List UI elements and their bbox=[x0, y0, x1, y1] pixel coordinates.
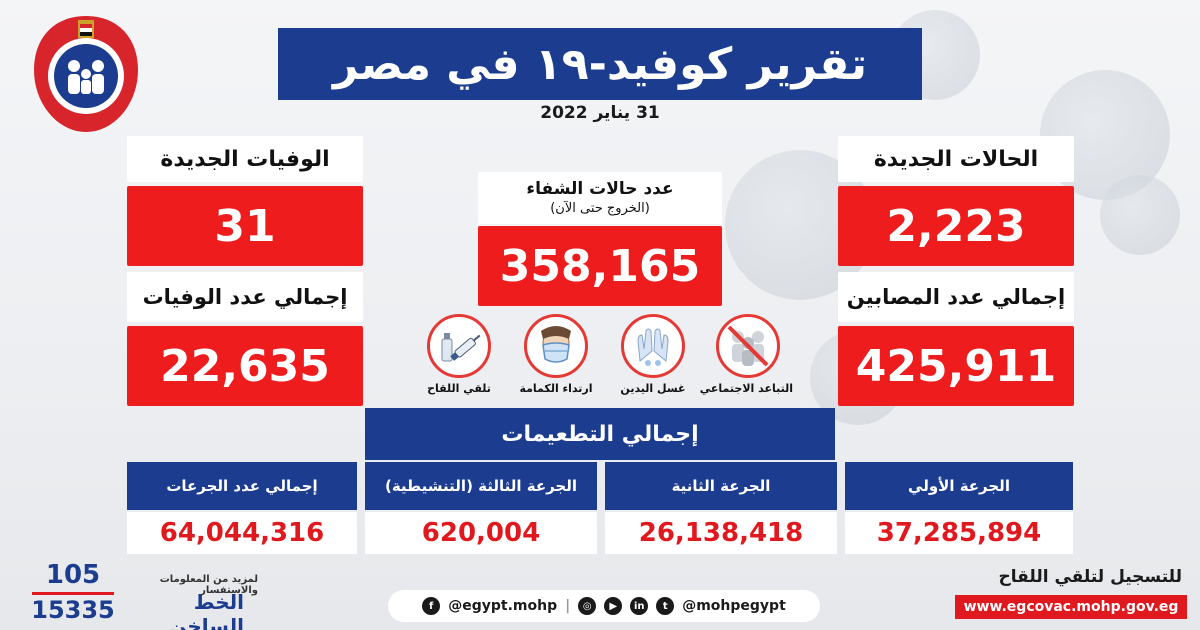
social-distancing-item: التباعد الاجتماعي bbox=[699, 314, 793, 395]
instagram-icon[interactable]: ◎ bbox=[578, 597, 597, 615]
third-dose-value: 620,004 bbox=[365, 512, 597, 554]
website-link[interactable]: www.egcovac.mohp.gov.eg bbox=[955, 595, 1187, 619]
first-dose-value: 37,285,894 bbox=[845, 512, 1073, 554]
new-deaths-label: الوفيات الجديدة bbox=[127, 136, 363, 182]
third-dose-label: الجرعة الثالثة (التنشيطية) bbox=[365, 462, 597, 510]
face-mask-icon bbox=[524, 314, 588, 378]
syringe-icon bbox=[427, 314, 491, 378]
report-date: 31 يناير 2022 bbox=[540, 103, 660, 123]
ministry-logo bbox=[30, 12, 142, 137]
social-bar: f @egypt.mohp | ◎ ▶ in t @mohpegypt bbox=[388, 590, 820, 622]
social-distancing-label: التباعد الاجتماعي bbox=[699, 382, 793, 395]
hand-washing-icon bbox=[621, 314, 685, 378]
total-doses-value: 64,044,316 bbox=[127, 512, 357, 554]
new-cases-label: الحالات الجديدة bbox=[838, 136, 1074, 182]
vaccine-label: تلقي اللقاح bbox=[427, 382, 491, 395]
recovered-value: 358,165 bbox=[478, 226, 722, 306]
social-handle[interactable]: @mohpegypt bbox=[682, 598, 786, 614]
new-cases-value: 2,223 bbox=[838, 186, 1074, 266]
youtube-icon[interactable]: ▶ bbox=[604, 597, 623, 615]
vaccination-title: إجمالي التطعيمات bbox=[365, 408, 835, 460]
social-distancing-icon bbox=[716, 314, 780, 378]
hand-washing-label: غسل اليدين bbox=[620, 382, 686, 395]
face-mask-item: ارتداء الكمامة bbox=[511, 314, 601, 395]
twitter-icon[interactable]: t bbox=[656, 597, 675, 615]
first-dose-label: الجرعة الأولي bbox=[845, 462, 1073, 510]
total-deaths-label: إجمالي عدد الوفيات bbox=[127, 272, 363, 322]
hotline-number-2: 15335 bbox=[31, 596, 115, 624]
total-cases-value: 425,911 bbox=[838, 326, 1074, 406]
hotline-title: الخط الساخن bbox=[169, 590, 244, 630]
total-deaths-value: 22,635 bbox=[127, 326, 363, 406]
hotline-note: لمزيد من المعلومات والاستفسار bbox=[159, 574, 258, 596]
register-text: للتسجيل لتلقي اللقاح bbox=[998, 567, 1182, 587]
second-dose-label: الجرعة الثانية bbox=[605, 462, 837, 510]
linkedin-icon[interactable]: in bbox=[630, 597, 649, 615]
vaccine-item: تلقي اللقاح bbox=[414, 314, 504, 395]
hotline-divider bbox=[32, 592, 114, 595]
second-dose-value: 26,138,418 bbox=[605, 512, 837, 554]
new-deaths-value: 31 bbox=[127, 186, 363, 266]
hotline-number-1: 105 bbox=[45, 560, 101, 590]
bar-divider: | bbox=[565, 598, 571, 614]
facebook-icon[interactable]: f bbox=[422, 597, 441, 615]
recovered-label-text: عدد حالات الشفاء bbox=[526, 179, 674, 200]
total-doses-label: إجمالي عدد الجرعات bbox=[127, 462, 357, 510]
facebook-handle[interactable]: @egypt.mohp bbox=[448, 598, 558, 614]
virus-decoration bbox=[1100, 175, 1180, 255]
total-cases-label: إجمالي عدد المصابين bbox=[838, 272, 1074, 322]
face-mask-label: ارتداء الكمامة bbox=[519, 382, 593, 395]
page-title: تقرير كوفيد-١٩ في مصر bbox=[278, 28, 922, 100]
hand-washing-item: غسل اليدين bbox=[608, 314, 698, 395]
recovered-sublabel: (الخروج حتى الآن) bbox=[550, 200, 650, 216]
recovered-label: عدد حالات الشفاء (الخروج حتى الآن) bbox=[478, 172, 722, 224]
